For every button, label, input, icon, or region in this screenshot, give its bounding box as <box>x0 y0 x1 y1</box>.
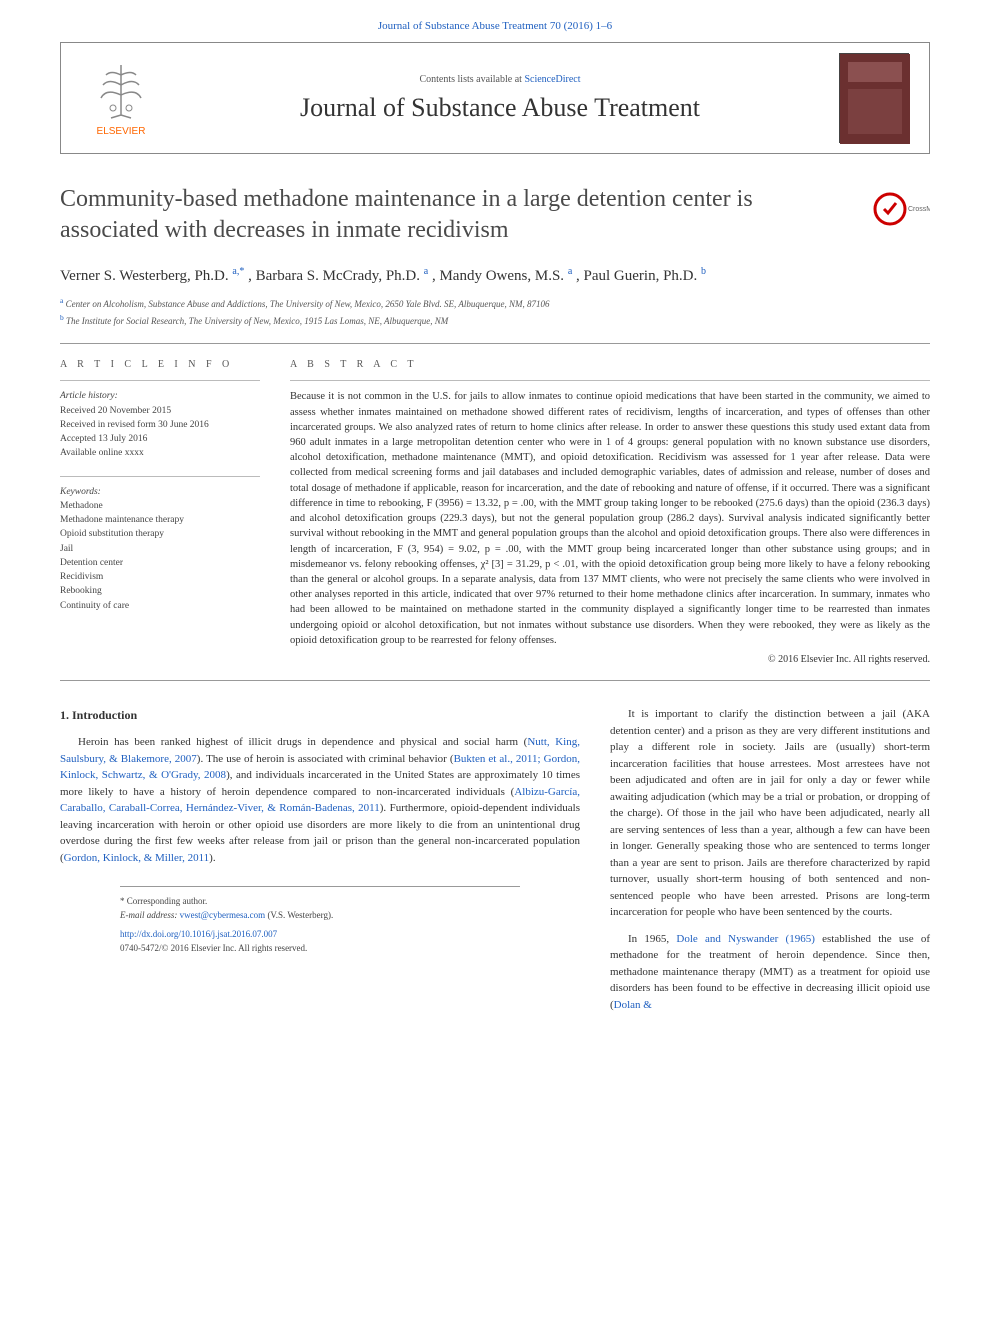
divider <box>60 476 260 477</box>
publisher-name: ELSEVIER <box>81 126 161 137</box>
history-item: Received 20 November 2015 <box>60 404 260 418</box>
history-label: Article history: <box>60 389 260 403</box>
article-title: Community-based methadone maintenance in… <box>60 184 930 246</box>
article-info-sidebar: A R T I C L E I N F O Article history: R… <box>60 359 260 665</box>
body-column-right: It is important to clarify the distincti… <box>610 706 930 1023</box>
body-text-run: ). The use of heroin is associated with … <box>197 753 454 765</box>
section-heading: 1. Introduction <box>60 706 580 724</box>
history-item: Received in revised form 30 June 2016 <box>60 418 260 432</box>
author-affiliation-mark[interactable]: a,* <box>232 266 244 277</box>
author-affiliation-mark[interactable]: a <box>424 266 428 277</box>
crossmark-badge[interactable]: CrossMark <box>870 189 930 229</box>
keyword: Methadone maintenance therapy <box>60 513 260 527</box>
contents-available-line: Contents lists available at ScienceDirec… <box>161 74 839 85</box>
citation-link[interactable]: Dole and Nyswander (1965) <box>676 933 814 945</box>
email-suffix: (V.S. Westerberg). <box>265 910 333 920</box>
divider <box>60 680 930 681</box>
author: Verner S. Westerberg, Ph.D. <box>60 268 232 284</box>
abstract-column: A B S T R A C T Because it is not common… <box>290 359 930 665</box>
affiliations: a Center on Alcoholism, Substance Abuse … <box>60 295 930 328</box>
abstract-heading: A B S T R A C T <box>290 359 930 370</box>
journal-citation-link[interactable]: Journal of Substance Abuse Treatment 70 … <box>0 0 990 42</box>
affiliation-line: b The Institute for Social Research, The… <box>60 312 930 329</box>
svg-text:CrossMark: CrossMark <box>908 206 930 213</box>
contents-prefix: Contents lists available at <box>419 74 524 85</box>
abstract-text: Because it is not common in the U.S. for… <box>290 389 930 648</box>
citation-link[interactable]: Gordon, Kinlock, & Miller, 2011 <box>64 852 210 864</box>
keywords-block: Keywords: Methadone Methadone maintenanc… <box>60 485 260 613</box>
body-text-run: Heroin has been ranked highest of illici… <box>78 736 527 748</box>
affiliation-line: a Center on Alcoholism, Substance Abuse … <box>60 295 930 312</box>
history-item: Accepted 13 July 2016 <box>60 432 260 446</box>
divider <box>60 343 930 344</box>
author-affiliation-mark[interactable]: b <box>701 266 706 277</box>
author: , Barbara S. McCrady, Ph.D. <box>248 268 424 284</box>
keyword: Jail <box>60 542 260 556</box>
body-text-run: In 1965, <box>628 933 676 945</box>
author-affiliation-mark[interactable]: a <box>568 266 572 277</box>
divider <box>60 380 260 381</box>
affiliation-text: Center on Alcoholism, Substance Abuse an… <box>63 299 549 309</box>
sciencedirect-link[interactable]: ScienceDirect <box>524 74 580 85</box>
keyword: Opioid substitution therapy <box>60 527 260 541</box>
author: , Paul Guerin, Ph.D. <box>576 268 701 284</box>
affiliation-text: The Institute for Social Research, The U… <box>64 316 448 326</box>
doi-line: http://dx.doi.org/10.1016/j.jsat.2016.07… <box>120 928 520 942</box>
keyword: Recidivism <box>60 570 260 584</box>
journal-header: ELSEVIER Contents lists available at Sci… <box>60 42 930 154</box>
author: , Mandy Owens, M.S. <box>432 268 568 284</box>
keyword: Detention center <box>60 556 260 570</box>
keyword: Methadone <box>60 499 260 513</box>
keyword: Rebooking <box>60 584 260 598</box>
issn-copyright: 0740-5472/© 2016 Elsevier Inc. All right… <box>120 942 520 956</box>
elsevier-tree-icon <box>91 60 151 120</box>
corresponding-email-link[interactable]: vwest@cybermesa.com <box>180 910 266 920</box>
body-text: 1. Introduction Heroin has been ranked h… <box>60 706 930 1023</box>
history-item: Available online xxxx <box>60 446 260 460</box>
header-center: Contents lists available at ScienceDirec… <box>161 74 839 123</box>
body-paragraph: Heroin has been ranked highest of illici… <box>60 734 580 866</box>
body-paragraph: In 1965, Dole and Nyswander (1965) estab… <box>610 931 930 1014</box>
article-info-heading: A R T I C L E I N F O <box>60 359 260 370</box>
body-column-left: 1. Introduction Heroin has been ranked h… <box>60 706 580 1023</box>
corresponding-label: * Corresponding author. <box>120 895 520 909</box>
article-history: Article history: Received 20 November 20… <box>60 389 260 460</box>
citation-link[interactable]: Dolan & <box>614 999 652 1011</box>
author-list: Verner S. Westerberg, Ph.D. a,* , Barbar… <box>60 266 930 285</box>
journal-name: Journal of Substance Abuse Treatment <box>161 93 839 123</box>
body-paragraph: It is important to clarify the distincti… <box>610 706 930 921</box>
divider <box>290 380 930 381</box>
doi-link[interactable]: http://dx.doi.org/10.1016/j.jsat.2016.07… <box>120 929 277 939</box>
publisher-logo[interactable]: ELSEVIER <box>81 60 161 137</box>
keyword: Continuity of care <box>60 599 260 613</box>
abstract-copyright: © 2016 Elsevier Inc. All rights reserved… <box>290 654 930 665</box>
corresponding-author-footer: * Corresponding author. E-mail address: … <box>120 886 520 955</box>
body-text-run: ). <box>209 852 215 864</box>
email-line: E-mail address: vwest@cybermesa.com (V.S… <box>120 909 520 923</box>
keywords-label: Keywords: <box>60 485 260 499</box>
journal-cover-thumbnail[interactable] <box>839 53 909 143</box>
email-label: E-mail address: <box>120 910 180 920</box>
